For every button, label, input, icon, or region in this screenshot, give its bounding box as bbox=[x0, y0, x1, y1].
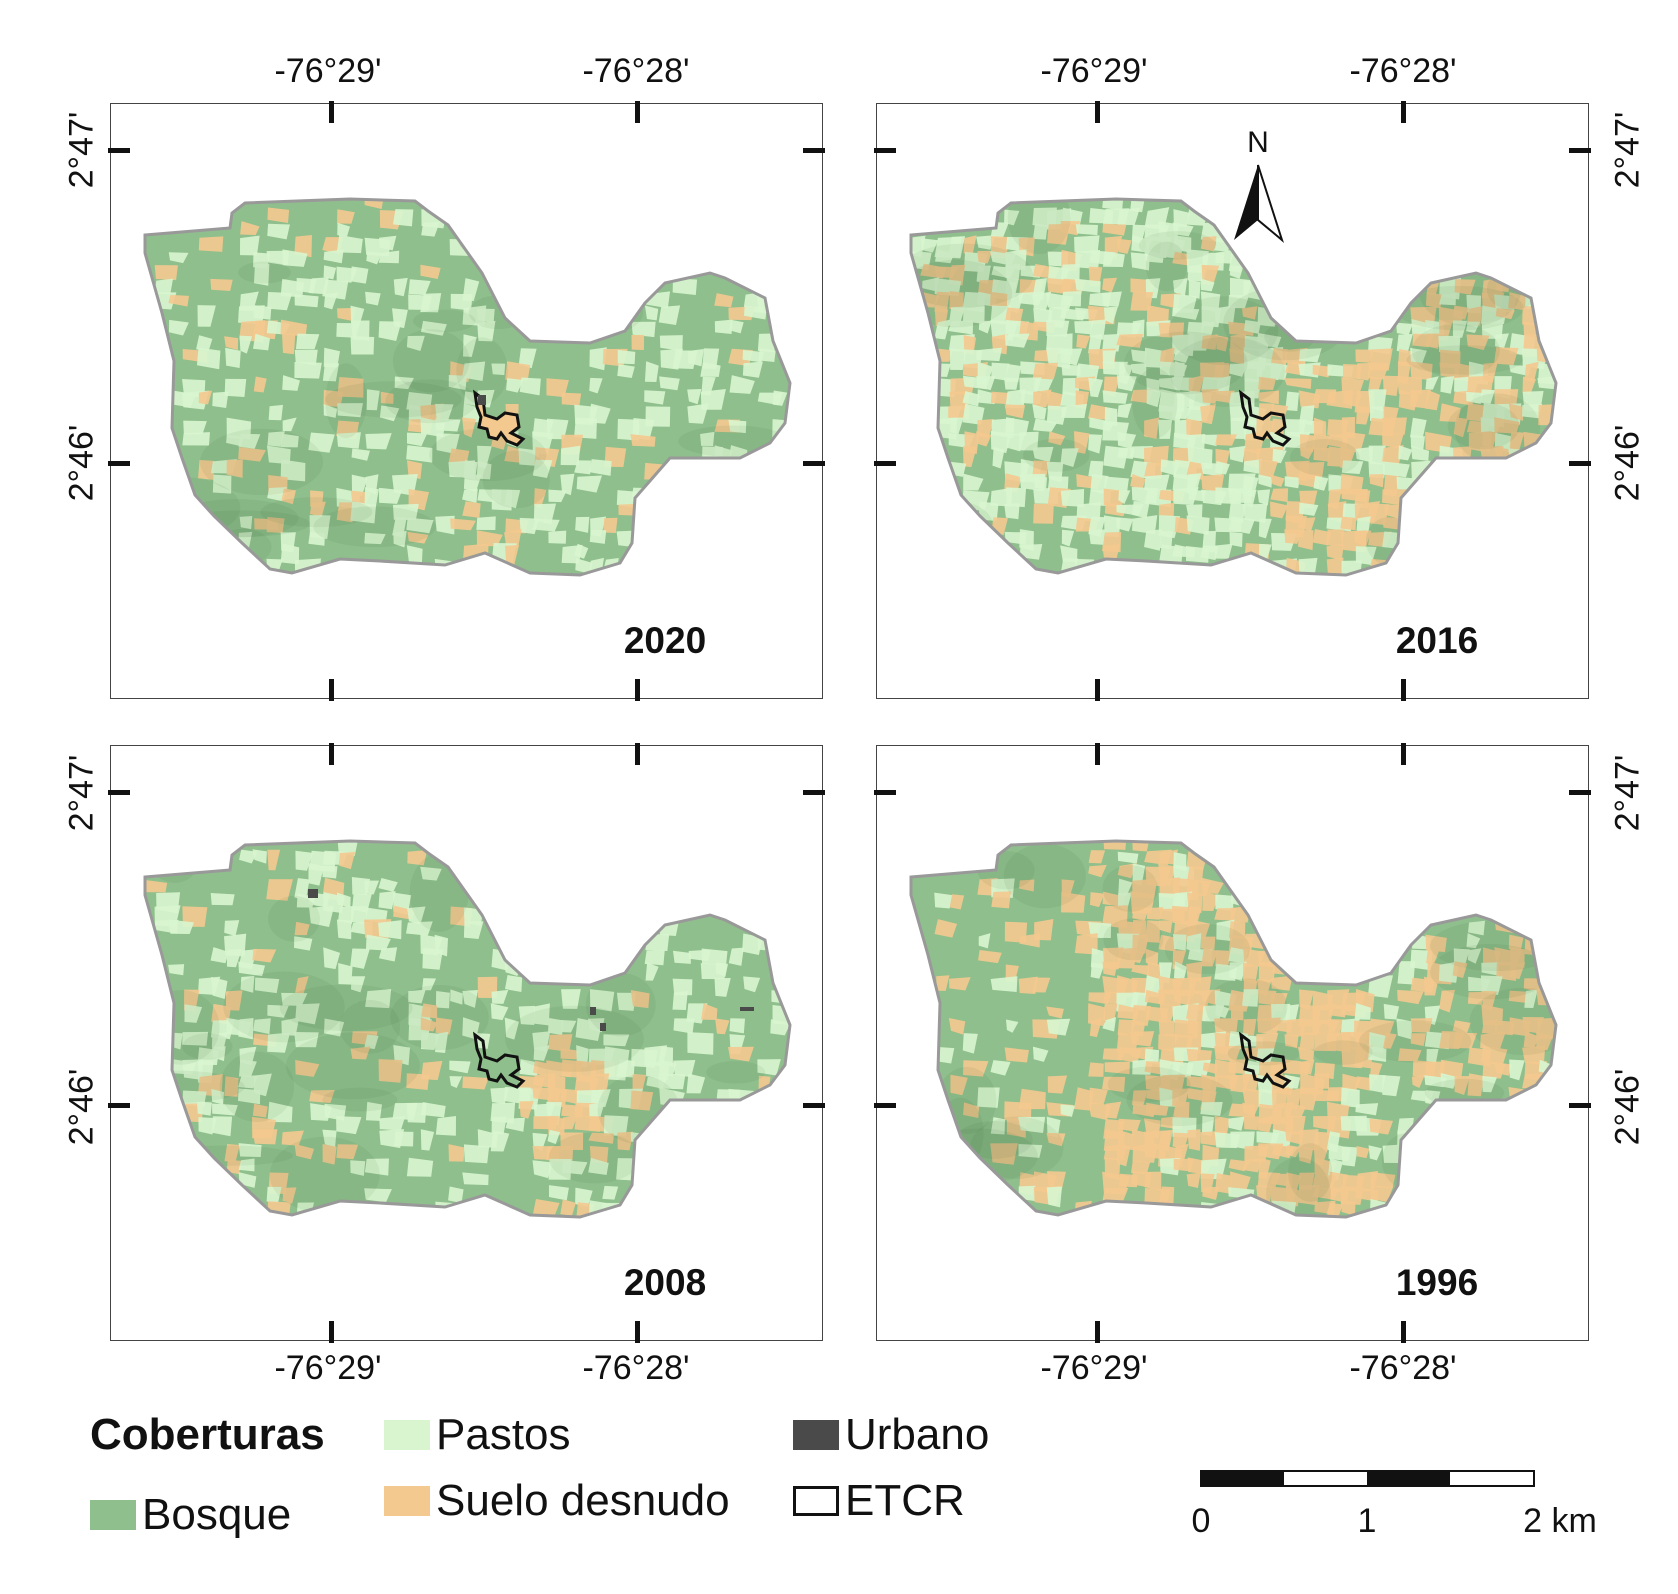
legend-label-urbano: Urbano bbox=[845, 1410, 990, 1459]
legend-label-etcr: ETCR bbox=[845, 1476, 965, 1525]
legend-item-urbano: Urbano bbox=[793, 1410, 989, 1460]
graticule-tick bbox=[635, 679, 640, 701]
urbano-swatch bbox=[793, 1420, 839, 1450]
graticule-tick bbox=[108, 790, 130, 795]
lon-label-top-right-2: -76°28' bbox=[1349, 52, 1457, 90]
urban-patch bbox=[478, 395, 486, 405]
etcr-swatch bbox=[793, 1486, 839, 1516]
lat-label-left-top-2: 2°46' bbox=[62, 424, 101, 502]
etcr-boundary bbox=[1239, 389, 1292, 447]
graticule-tick bbox=[874, 1103, 896, 1108]
north-arrow-icon bbox=[1234, 164, 1284, 243]
graticule-tick bbox=[803, 790, 825, 795]
year-label-2008: 2008 bbox=[623, 1262, 707, 1303]
year-label-2020: 2020 bbox=[623, 620, 707, 661]
lon-label-bottom-left-1: -76°29' bbox=[274, 1349, 382, 1387]
legend-label-suelo-desnudo: Suelo desnudo bbox=[436, 1476, 730, 1525]
graticule-tick bbox=[635, 101, 640, 123]
watershed-boundary bbox=[909, 197, 1558, 577]
watershed-boundary bbox=[143, 839, 792, 1219]
land-cover-patches bbox=[145, 841, 790, 1217]
graticule-tick bbox=[1095, 101, 1100, 123]
graticule-tick bbox=[635, 743, 640, 765]
graticule-tick bbox=[1095, 679, 1100, 701]
legend-title: Coberturas bbox=[90, 1410, 325, 1459]
graticule-tick bbox=[1569, 1103, 1591, 1108]
lat-label-left-top-1: 2°47' bbox=[62, 111, 101, 189]
graticule-tick bbox=[1401, 1321, 1406, 1343]
graticule-tick bbox=[1095, 1321, 1100, 1343]
graticule-tick bbox=[1401, 101, 1406, 123]
graticule-tick bbox=[108, 461, 130, 466]
land-cover-map-2016 bbox=[909, 197, 1558, 577]
graticule-tick bbox=[803, 461, 825, 466]
graticule-tick bbox=[108, 1103, 130, 1108]
lon-label-bottom-left-2: -76°28' bbox=[582, 1349, 690, 1387]
graticule-tick bbox=[874, 790, 896, 795]
suelo-desnudo-swatch bbox=[384, 1486, 430, 1516]
graticule-tick bbox=[329, 1321, 334, 1343]
land-cover-map-2008 bbox=[143, 839, 792, 1219]
lon-label-top-right-1: -76°29' bbox=[1040, 52, 1148, 90]
graticule-tick bbox=[329, 101, 334, 123]
scale-bar bbox=[1200, 1470, 1535, 1487]
legend-item-pastos: Pastos bbox=[384, 1410, 571, 1460]
year-label-1996: 1996 bbox=[1395, 1262, 1479, 1303]
urban-patch bbox=[590, 1007, 596, 1015]
year-label-2016: 2016 bbox=[1395, 620, 1479, 661]
graticule-tick bbox=[635, 1321, 640, 1343]
legend-item-etcr: ETCR bbox=[793, 1476, 965, 1526]
etcr-boundary bbox=[473, 389, 526, 447]
bosque-swatch bbox=[90, 1500, 136, 1530]
lat-label-right-top-1: 2°47' bbox=[1608, 111, 1647, 189]
scale-label-2: 2 km bbox=[1523, 1502, 1597, 1540]
legend-label-pastos: Pastos bbox=[436, 1410, 571, 1459]
land-cover-patches bbox=[911, 841, 1556, 1217]
scale-label-0: 0 bbox=[1191, 1502, 1211, 1540]
graticule-tick bbox=[874, 148, 896, 153]
graticule-tick bbox=[1401, 679, 1406, 701]
graticule-tick bbox=[108, 148, 130, 153]
legend-item-bosque: Bosque bbox=[90, 1490, 291, 1540]
land-cover-map-1996 bbox=[909, 839, 1558, 1219]
legend-label-bosque: Bosque bbox=[142, 1490, 292, 1539]
etcr-boundary bbox=[1239, 1031, 1292, 1089]
graticule-tick bbox=[803, 148, 825, 153]
urban-patch bbox=[740, 1007, 754, 1011]
lon-label-bottom-right-2: -76°28' bbox=[1349, 1349, 1457, 1387]
graticule-tick bbox=[1095, 743, 1100, 765]
lon-label-top-left-2: -76°28' bbox=[582, 52, 690, 90]
lat-label-left-bottom-2: 2°46' bbox=[62, 1068, 101, 1146]
urban-patch bbox=[600, 1023, 606, 1031]
graticule-tick bbox=[803, 1103, 825, 1108]
lat-label-right-top-2: 2°46' bbox=[1608, 424, 1647, 502]
lat-label-left-bottom-1: 2°47' bbox=[62, 754, 101, 832]
land-cover-patches bbox=[145, 199, 790, 575]
graticule-tick bbox=[1569, 461, 1591, 466]
graticule-tick bbox=[874, 461, 896, 466]
graticule-tick bbox=[1401, 743, 1406, 765]
lon-label-top-left-1: -76°29' bbox=[274, 52, 382, 90]
lon-label-bottom-right-1: -76°29' bbox=[1040, 1349, 1148, 1387]
urban-patch bbox=[308, 889, 318, 898]
scale-label-1: 1 bbox=[1357, 1502, 1377, 1540]
north-arrow-label: N bbox=[1247, 126, 1269, 159]
graticule-tick bbox=[329, 743, 334, 765]
lat-label-right-bottom-2: 2°46' bbox=[1608, 1068, 1647, 1146]
legend-item-suelo-desnudo: Suelo desnudo bbox=[384, 1476, 730, 1526]
watershed-boundary bbox=[143, 197, 792, 577]
etcr-boundary bbox=[473, 1031, 526, 1089]
graticule-tick bbox=[329, 679, 334, 701]
graticule-tick bbox=[1569, 790, 1591, 795]
land-cover-map-2020 bbox=[143, 197, 792, 577]
watershed-boundary bbox=[909, 839, 1558, 1219]
graticule-tick bbox=[1569, 148, 1591, 153]
lat-label-right-bottom-1: 2°47' bbox=[1608, 754, 1647, 832]
pastos-swatch bbox=[384, 1420, 430, 1450]
